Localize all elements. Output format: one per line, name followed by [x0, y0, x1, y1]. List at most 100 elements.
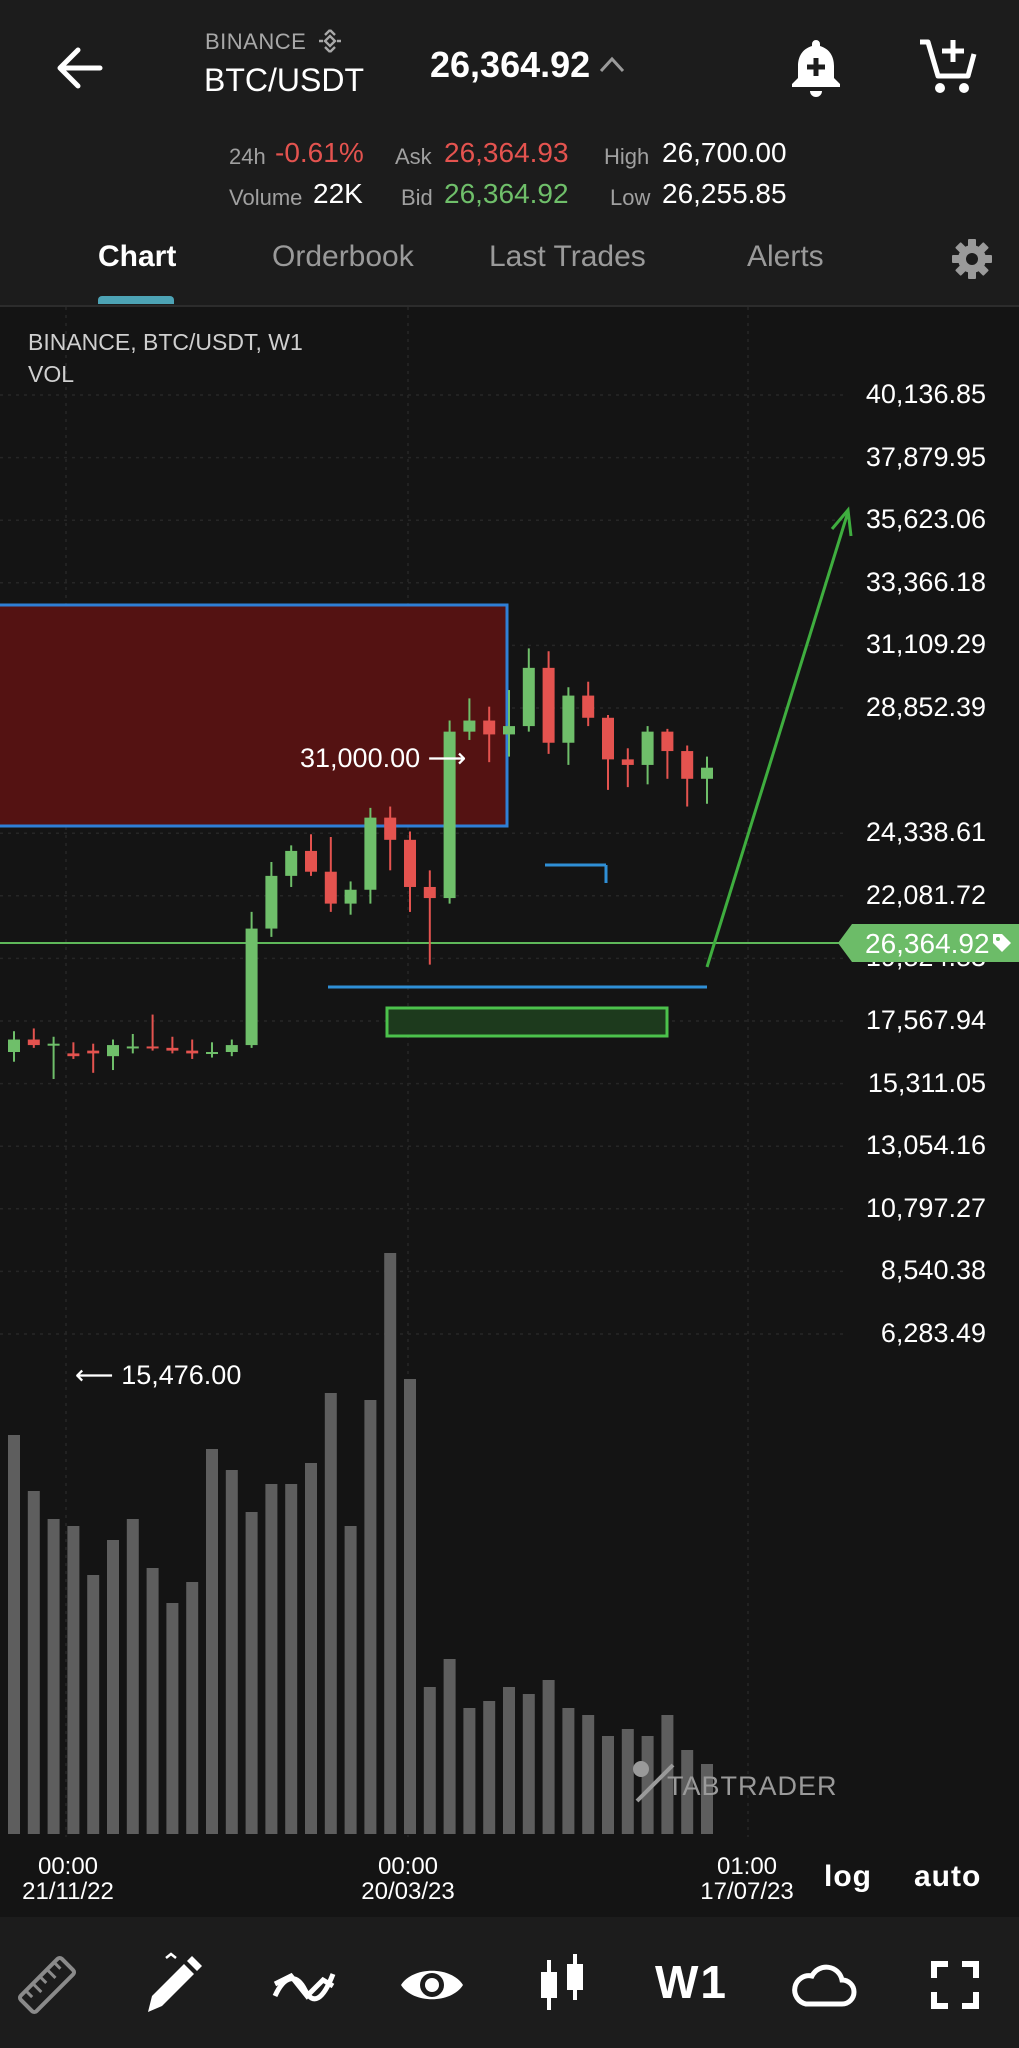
tag-icon — [993, 934, 1011, 952]
pencil-icon[interactable] — [138, 1950, 208, 2020]
candle-body — [621, 759, 634, 765]
candle-body — [641, 731, 654, 765]
tab-last-trades[interactable]: Last Trades — [489, 240, 646, 273]
volume-bar — [641, 1736, 654, 1834]
volume-bar — [107, 1540, 119, 1834]
y-tick-label: 28,852.39 — [865, 692, 986, 722]
caret-up-icon — [599, 56, 625, 73]
header: BINANCE BTC/USDT 26,364.92 24h -0.61% As… — [0, 0, 1019, 232]
last-price: 26,364.92 — [430, 44, 591, 85]
candle-body — [166, 1047, 179, 1051]
eye-icon[interactable] — [397, 1950, 467, 2020]
demand-zone — [385, 1006, 669, 1038]
chart-area[interactable]: BINANCE, BTC/USDT, W1 VOL 31,000.00 ⟶ ⟵ … — [0, 307, 1019, 1917]
volume-bar — [265, 1484, 278, 1834]
volume-bar — [602, 1736, 614, 1834]
fullscreen-icon[interactable] — [920, 1950, 990, 2020]
y-tick-label: 17,567.94 — [865, 1005, 986, 1035]
volume-bar — [483, 1701, 496, 1834]
candle-body — [285, 850, 298, 876]
candle-body — [582, 695, 595, 718]
y-tick-label: 31,109.29 — [865, 629, 986, 660]
timeframe-button[interactable]: W1 — [655, 1956, 728, 2008]
bell-plus-icon[interactable] — [786, 34, 846, 100]
candle-body — [542, 667, 555, 743]
tab-orderbook[interactable]: Orderbook — [272, 240, 414, 273]
volume-bar — [522, 1694, 535, 1834]
x-tick-0: 00:00 21/11/22 — [22, 1853, 114, 1905]
supply-zone — [0, 603, 509, 828]
indicator-label: VOL — [28, 361, 75, 387]
candle-body — [602, 717, 614, 760]
candle-body — [225, 1045, 238, 1053]
y-tick-label: 8,540.38 — [880, 1255, 986, 1286]
candle-body — [8, 1039, 20, 1053]
candle-body — [67, 1053, 80, 1057]
candle-body — [522, 667, 535, 727]
volume-bar — [681, 1750, 694, 1834]
arrow-left-icon[interactable] — [52, 40, 108, 96]
candlestick-chart[interactable] — [0, 307, 1019, 1917]
cloud-icon[interactable] — [788, 1950, 858, 2020]
y-tick-label: 22,081.72 — [865, 879, 986, 910]
candle-body — [324, 871, 337, 904]
volume-bar — [621, 1729, 634, 1834]
candle-body — [107, 1045, 119, 1057]
candle-body — [126, 1046, 139, 1049]
ruler-icon[interactable] — [12, 1950, 82, 2020]
volume-bar — [305, 1463, 317, 1834]
candle-body — [661, 731, 674, 752]
y-tick-label: 6,283.49 — [880, 1318, 986, 1348]
candle-body — [463, 720, 476, 732]
log-scale-button[interactable]: log — [824, 1860, 872, 1893]
bid-label: Bid — [401, 185, 433, 210]
indicators-icon[interactable] — [269, 1950, 339, 2020]
gear-icon[interactable] — [951, 238, 993, 280]
candles-icon[interactable] — [527, 1950, 597, 2020]
candle-body — [443, 731, 456, 899]
y-tick-label: 24,338.61 — [865, 817, 986, 848]
bid-value: 26,364.92 — [444, 178, 569, 209]
candle-body — [265, 875, 278, 929]
y-tick-label: 37,879.95 — [865, 441, 986, 472]
auto-scale-button[interactable]: auto — [914, 1860, 982, 1893]
volume-bar — [404, 1379, 416, 1834]
tab-alerts[interactable]: Alerts — [747, 240, 824, 273]
volume-bar — [47, 1519, 60, 1834]
y-tick-label: 10,797.27 — [865, 1192, 986, 1223]
candle-body — [87, 1050, 100, 1054]
candle-body — [27, 1039, 40, 1046]
header-divider — [0, 305, 1019, 307]
y-tick-label: 15,311.05 — [867, 1067, 986, 1098]
candle-body — [384, 817, 397, 840]
candle-body — [503, 726, 515, 735]
candle-body — [404, 839, 416, 887]
y-tick-label: 35,623.06 — [865, 504, 986, 535]
active-tab-indicator — [98, 296, 174, 304]
high-value: 26,700.00 — [662, 137, 787, 168]
candle-body — [681, 751, 694, 779]
candle-body — [423, 886, 436, 899]
low-label: Low — [610, 185, 651, 210]
volume-bar — [67, 1526, 80, 1834]
change-label: 24h — [229, 144, 266, 169]
volume-label: Volume — [229, 185, 303, 210]
low-annotation: ⟵ 15,476.00 — [75, 1360, 242, 1390]
candle-body — [206, 1052, 218, 1055]
binance-logo-icon — [318, 29, 341, 53]
pair-label[interactable]: BTC/USDT — [204, 62, 364, 98]
volume-bar — [582, 1715, 595, 1834]
volume-bar — [344, 1526, 357, 1834]
candle-body — [344, 889, 357, 904]
x-tick-2: 01:00 17/07/23 — [700, 1853, 794, 1905]
candle-body — [483, 720, 496, 735]
tab-chart[interactable]: Chart — [98, 240, 177, 273]
cart-plus-icon[interactable] — [916, 34, 980, 98]
volume-bar — [166, 1603, 179, 1834]
ask-value: 26,364.93 — [444, 137, 569, 168]
candle-body — [245, 928, 258, 1046]
volume-bar — [542, 1680, 555, 1834]
exchange-label: BINANCE — [205, 28, 343, 55]
candle-body — [701, 767, 713, 779]
volume-value: 22K — [313, 178, 363, 209]
